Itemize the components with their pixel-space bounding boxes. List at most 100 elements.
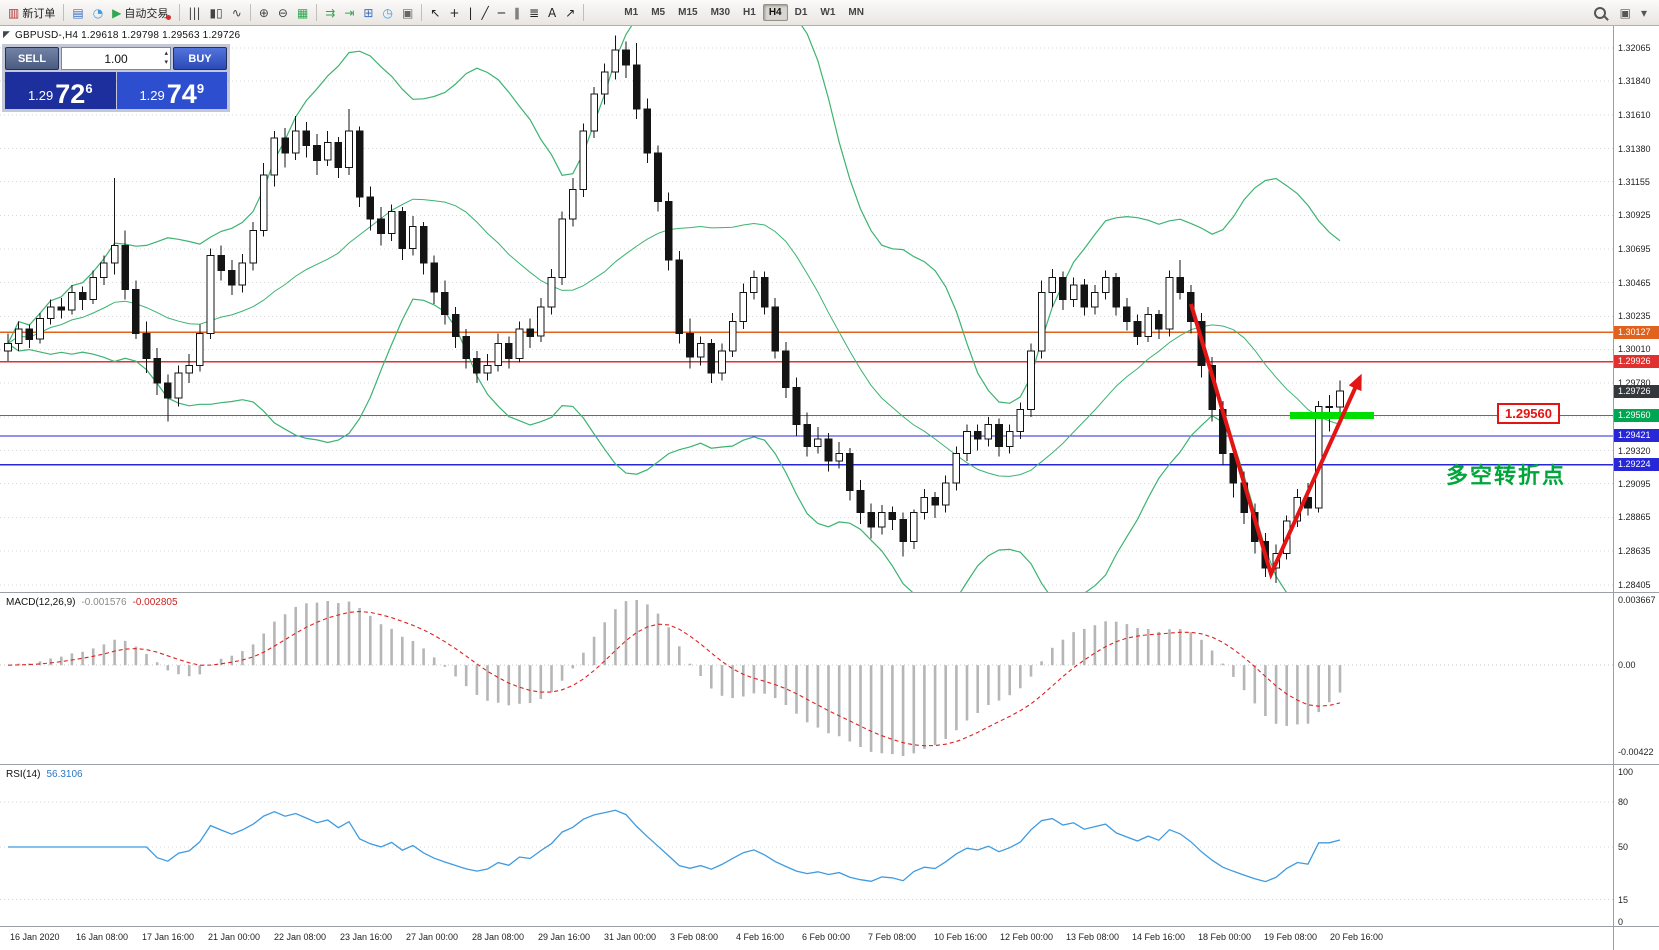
- arrows-tool[interactable]: ↗: [561, 3, 579, 23]
- data-window-button[interactable]: ▣: [398, 3, 417, 23]
- new-order-button[interactable]: ▥ 新订单: [4, 3, 59, 23]
- text-tool[interactable]: A: [544, 3, 560, 23]
- timeframe-h4[interactable]: H4: [762, 4, 788, 21]
- candle: [664, 200, 673, 261]
- panel-splitter-macd[interactable]: [0, 592, 1659, 593]
- buy-price[interactable]: 1.29 74 9: [116, 72, 227, 109]
- buy-button[interactable]: BUY: [173, 47, 227, 70]
- sell-price-sup: 6: [85, 81, 93, 96]
- timeframe-m5[interactable]: M5: [651, 7, 666, 18]
- charts-window-button[interactable]: ▤: [68, 3, 87, 23]
- rsi-value: 56.3106: [46, 769, 83, 780]
- buy-price-main: 74: [166, 79, 197, 109]
- candle: [291, 130, 300, 154]
- cursor-tool[interactable]: ↖: [426, 3, 444, 23]
- zoom-out-button[interactable]: ⊖: [274, 3, 292, 23]
- line-chart-button[interactable]: ∿: [228, 3, 246, 23]
- zoom-in-button[interactable]: ⊕: [255, 3, 273, 23]
- candle: [1005, 431, 1014, 447]
- time-label: 17 Jan 16:00: [142, 932, 195, 942]
- macd-name: MACD(12,26,9): [6, 597, 76, 608]
- channel-tool[interactable]: ∥: [510, 3, 524, 23]
- fibonacci-tool[interactable]: ≣: [525, 3, 543, 23]
- trend-arrow[interactable]: [1189, 303, 1362, 580]
- macd-main-value: -0.001576: [81, 597, 127, 608]
- stepper-down-icon[interactable]: ▾: [164, 59, 168, 66]
- time-axis[interactable]: 16 Jan 2020 16 Jan 08:00 17 Jan 16:00 21 Ja…: [0, 927, 1613, 950]
- candle: [377, 218, 385, 235]
- candle: [164, 382, 172, 399]
- chart-shift-icon: ⇥: [344, 5, 355, 20]
- autotrading-button[interactable]: ▶ 自动交易: [108, 3, 175, 23]
- candle: [313, 145, 321, 161]
- bar-chart-button[interactable]: |||: [184, 3, 204, 23]
- panel-splitter-rsi[interactable]: [0, 764, 1659, 765]
- candle: [249, 230, 257, 264]
- candle: [1165, 277, 1174, 330]
- timeframe-m30[interactable]: M30: [710, 7, 731, 18]
- new-chart-button[interactable]: ⊞: [359, 3, 377, 23]
- volume-value[interactable]: 1.00: [104, 51, 128, 66]
- time-label: 6 Feb 00:00: [802, 932, 851, 942]
- candle: [14, 328, 23, 345]
- macd-scale-min: -0.00422: [1618, 747, 1654, 757]
- candle: [1176, 277, 1185, 293]
- price-axis[interactable]: 1.32065 1.31840 1.31610 1.31380 1.31155 1.309…: [1613, 26, 1659, 950]
- price-tag-1.29560: 1.29560: [1614, 409, 1659, 422]
- timeframe-m15[interactable]: M15: [678, 7, 698, 18]
- profile-button[interactable]: ◔: [89, 3, 107, 23]
- arrow-objects-icon: ↗: [565, 5, 576, 20]
- candle: [654, 152, 662, 202]
- price-callout[interactable]: 1.29560: [1497, 403, 1560, 424]
- price-tick: 1.31610: [1618, 109, 1651, 120]
- timeframe-d1[interactable]: D1: [794, 7, 808, 18]
- candle: [36, 318, 44, 340]
- main-chart-canvas[interactable]: [0, 26, 1613, 592]
- rsi-panel-canvas[interactable]: [0, 766, 1613, 926]
- timeframe-mn[interactable]: MN: [848, 7, 864, 18]
- tile-windows-button[interactable]: ▦: [293, 3, 312, 23]
- time-axis-separator: [0, 926, 1659, 927]
- candle: [1155, 313, 1163, 330]
- charts-list-button[interactable]: ▣: [1616, 3, 1635, 23]
- sell-price[interactable]: 1.29 72 6: [5, 72, 116, 109]
- auto-scroll-button[interactable]: ⇉: [321, 3, 339, 23]
- timeframe-m1[interactable]: M1: [624, 7, 639, 18]
- candle-chart-button[interactable]: ▮▯: [206, 3, 227, 23]
- sell-button[interactable]: SELL: [5, 47, 59, 70]
- time-label: 22 Jan 08:00: [274, 932, 327, 942]
- one-click-trading-panel[interactable]: SELL 1.00 ▴ ▾ BUY 1.29 72 6 1.29 74 9: [2, 44, 230, 112]
- trade-panel-toggle[interactable]: ◤: [3, 29, 10, 39]
- chart-shift-button[interactable]: ⇥: [340, 3, 358, 23]
- candle: [355, 130, 364, 198]
- horizontal-line-tool[interactable]: ─: [494, 3, 509, 23]
- rsi-scale-15: 15: [1618, 894, 1629, 905]
- candle: [473, 357, 481, 374]
- crosshair-tool[interactable]: +: [445, 3, 463, 23]
- candle: [1133, 321, 1142, 337]
- price-tag-1.29926: 1.29926: [1614, 355, 1659, 369]
- zoom-in-icon: ⊕: [258, 5, 269, 20]
- volume-field[interactable]: 1.00 ▴ ▾: [61, 47, 171, 70]
- candle: [675, 259, 684, 334]
- macd-panel-canvas[interactable]: [0, 594, 1613, 764]
- turning-point-annotation[interactable]: 多空转折点: [1446, 463, 1567, 488]
- layers-icon: ▣: [1619, 5, 1631, 20]
- price-tag-1.29726: 1.29726: [1614, 384, 1659, 398]
- candle: [100, 262, 108, 279]
- volume-stepper[interactable]: ▴ ▾: [164, 49, 168, 67]
- timeframe-h1[interactable]: H1: [743, 7, 756, 18]
- time-label: 16 Jan 2020: [10, 932, 60, 942]
- stepper-up-icon[interactable]: ▴: [164, 50, 168, 57]
- vertical-line-tool[interactable]: |: [464, 3, 476, 23]
- timeframe-w1[interactable]: W1: [820, 7, 836, 18]
- chevron-button[interactable]: ▾: [1637, 3, 1651, 23]
- candlestick-chart-icon: ▮▯: [209, 5, 223, 20]
- candle: [515, 328, 524, 359]
- candle: [1069, 284, 1078, 301]
- trendline-tool[interactable]: ╱: [477, 3, 492, 23]
- search-button[interactable]: [1589, 3, 1614, 23]
- candle: [142, 332, 151, 359]
- strategy-tester-button[interactable]: ◷: [378, 3, 396, 23]
- candle: [771, 306, 780, 352]
